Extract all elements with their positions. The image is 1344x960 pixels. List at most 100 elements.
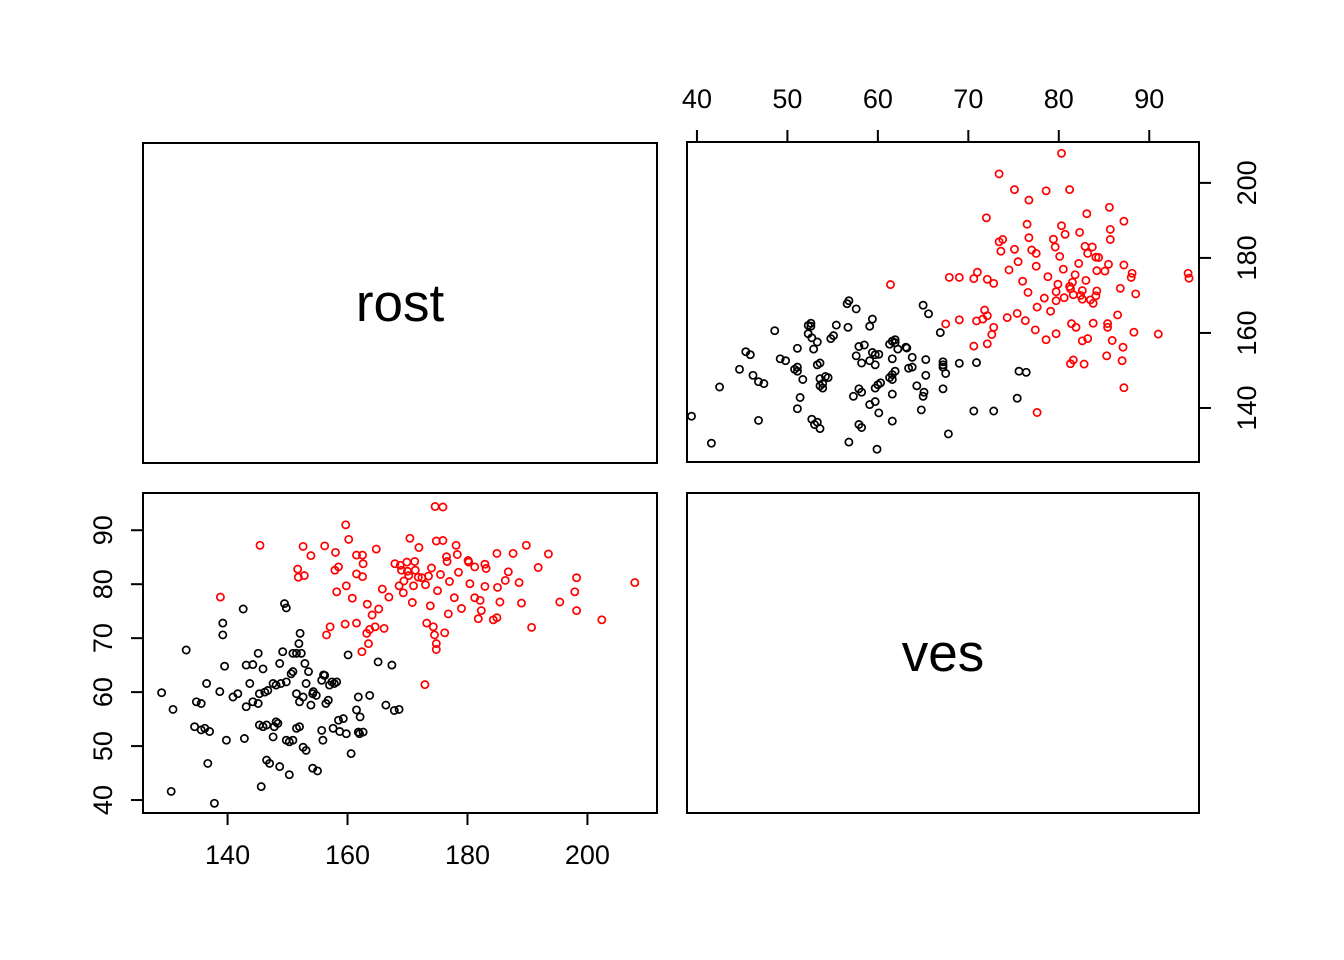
- data-point: [377, 584, 387, 594]
- data-point: [449, 593, 459, 603]
- data-point: [313, 766, 322, 776]
- data-point: [1014, 366, 1024, 376]
- variable-label-rost: rost: [356, 274, 445, 333]
- data-point: [295, 628, 305, 638]
- data-point: [1046, 306, 1056, 316]
- data-point: [1129, 327, 1139, 337]
- data-point: [440, 628, 450, 638]
- data-point: [859, 340, 869, 350]
- data-point: [334, 715, 343, 725]
- data-point: [921, 355, 931, 365]
- data-point: [919, 387, 929, 397]
- data-point: [1105, 224, 1115, 234]
- data-point: [1092, 286, 1102, 296]
- data-point: [854, 420, 864, 429]
- data-point: [215, 592, 225, 602]
- data-point: [812, 337, 822, 347]
- data-point: [248, 660, 258, 670]
- data-point: [475, 595, 485, 605]
- data-point: [370, 622, 380, 632]
- tick-label: 70: [953, 84, 983, 114]
- data-point: [438, 502, 448, 512]
- data-point: [384, 592, 394, 602]
- data-point: [273, 718, 283, 728]
- data-point: [555, 597, 565, 607]
- data-point: [1051, 329, 1061, 339]
- data-point: [517, 598, 526, 608]
- data-point: [381, 700, 391, 710]
- data-point: [265, 758, 275, 768]
- data-point: [916, 405, 926, 415]
- data-point: [872, 444, 882, 454]
- data-point: [994, 169, 1004, 179]
- data-point: [918, 300, 928, 310]
- data-point: [890, 335, 900, 345]
- tick-label: 140: [1232, 385, 1262, 430]
- data-point: [239, 734, 249, 743]
- tick-label: 160: [325, 840, 370, 870]
- data-point: [870, 397, 880, 407]
- data-point: [1002, 313, 1012, 323]
- data-point: [954, 315, 964, 325]
- data-point: [792, 404, 802, 414]
- data-point: [781, 356, 791, 366]
- data-point: [982, 274, 992, 284]
- data-point: [417, 573, 427, 583]
- data-point: [353, 727, 363, 737]
- data-point: [431, 645, 441, 654]
- data-point: [969, 406, 979, 416]
- data-point: [397, 565, 406, 575]
- data-point: [1081, 275, 1091, 285]
- data-point: [996, 246, 1006, 256]
- data-point: [407, 598, 417, 607]
- data-point: [258, 664, 268, 674]
- data-point: [1013, 257, 1023, 267]
- data-point: [1183, 268, 1193, 278]
- data-point: [292, 689, 301, 699]
- data-point: [414, 543, 424, 552]
- data-point: [428, 622, 438, 632]
- data-point: [1075, 227, 1085, 237]
- data-point: [848, 391, 858, 401]
- data-point: [982, 339, 992, 349]
- data-point: [572, 573, 582, 583]
- data-point: [421, 580, 430, 590]
- data-point: [1057, 221, 1066, 231]
- data-point: [1126, 272, 1136, 282]
- data-point: [857, 358, 867, 368]
- data-point: [451, 540, 461, 550]
- data-point: [954, 272, 964, 282]
- data-point: [325, 622, 335, 632]
- tick-label: 180: [445, 840, 490, 870]
- data-point: [1080, 241, 1090, 251]
- data-point: [1010, 185, 1019, 195]
- data-point: [220, 661, 230, 671]
- data-point: [1184, 273, 1194, 283]
- data-point: [1094, 253, 1104, 262]
- data-point: [209, 798, 219, 808]
- data-point: [476, 606, 486, 616]
- data-point: [1079, 359, 1089, 369]
- data-point: [831, 320, 841, 330]
- data-point: [1092, 266, 1102, 276]
- data-point: [865, 321, 875, 331]
- data-point: [445, 577, 454, 586]
- data-point: [1012, 308, 1022, 318]
- data-point: [1004, 265, 1014, 275]
- data-point: [358, 559, 368, 569]
- data-point: [907, 352, 917, 362]
- data-point: [795, 393, 805, 402]
- data-point: [343, 650, 353, 660]
- data-point: [367, 610, 377, 620]
- data-point: [572, 606, 582, 616]
- data-point: [1030, 325, 1040, 335]
- panel-borders: [142, 141, 1200, 814]
- data-point: [1055, 251, 1065, 261]
- data-point: [331, 547, 340, 557]
- data-point: [1107, 336, 1117, 345]
- data-point: [413, 572, 423, 582]
- data-point: [299, 571, 309, 581]
- data-point: [870, 360, 880, 370]
- tick-label: 70: [88, 623, 118, 653]
- data-point: [463, 556, 473, 565]
